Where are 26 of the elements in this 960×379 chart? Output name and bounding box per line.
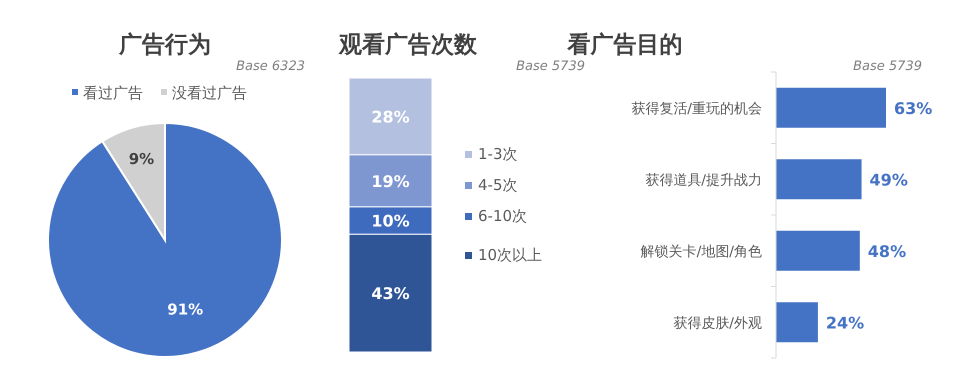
annotation: Base 6323 xyxy=(236,59,305,74)
title: 观看广告次数 xyxy=(339,32,477,58)
annotation: Base 5739 xyxy=(516,59,585,74)
title: 广告行为 xyxy=(119,32,211,58)
legend-label: 1-3次 xyxy=(478,145,518,163)
legend-label: 6-10次 xyxy=(478,207,528,225)
data-label: 43% xyxy=(371,284,410,304)
data-label: 91% xyxy=(167,300,204,319)
legend-label: 没看过广告 xyxy=(172,84,247,102)
data-label: 48% xyxy=(868,242,906,261)
legend-label: 10次以上 xyxy=(478,246,542,264)
category-label: 获得皮肤/外观 xyxy=(673,315,762,332)
data-label: 10% xyxy=(371,211,410,230)
category-label: 获得复活/重玩的机会 xyxy=(631,100,762,117)
legend-label: 4-5次 xyxy=(478,176,518,194)
category-label: 获得道具/提升战力 xyxy=(645,172,762,188)
annotation: Base 5739 xyxy=(853,59,922,74)
data-label: 19% xyxy=(371,172,410,191)
data-label: 28% xyxy=(371,107,410,126)
data-label: 9% xyxy=(128,150,154,168)
title: 看广告目的 xyxy=(568,32,682,58)
category-label: 解锁关卡/地图/角色 xyxy=(640,244,762,260)
data-label: 63% xyxy=(894,98,932,118)
legend-label: 看过广告 xyxy=(83,84,143,102)
data-label: 24% xyxy=(826,313,864,332)
data-label: 49% xyxy=(870,170,908,190)
